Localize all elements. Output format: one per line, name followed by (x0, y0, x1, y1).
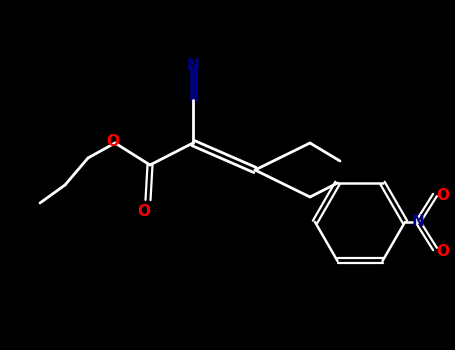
Text: O: O (137, 203, 151, 218)
Text: O: O (106, 133, 120, 148)
Text: N: N (187, 57, 199, 72)
Text: N: N (412, 215, 425, 230)
Text: O: O (436, 245, 450, 259)
Text: O: O (436, 188, 450, 203)
